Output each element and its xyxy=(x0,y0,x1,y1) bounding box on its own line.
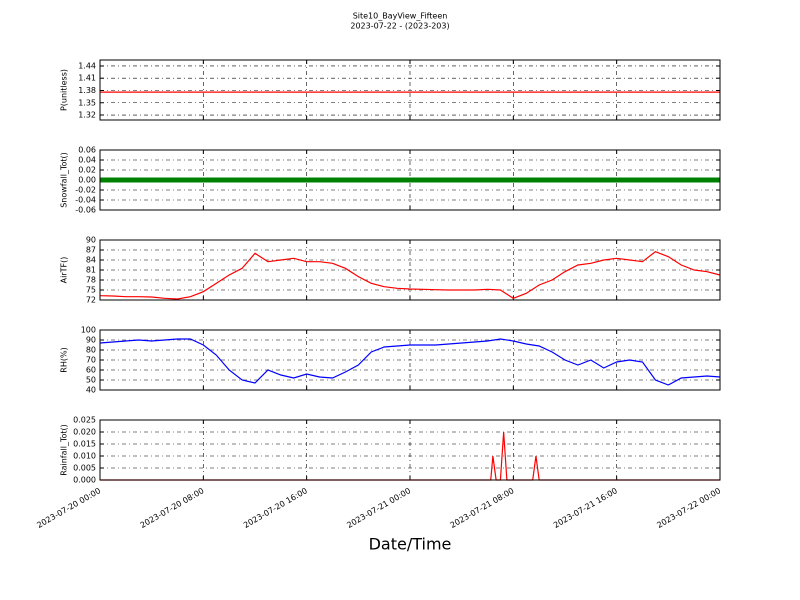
y-tick-label: -0.06 xyxy=(75,206,96,215)
y-tick-label: -0.02 xyxy=(75,186,96,195)
y-tick-label: 0.005 xyxy=(73,464,96,473)
y-tick-label: 78 xyxy=(86,276,96,285)
y-tick-label: 1.44 xyxy=(78,61,96,70)
y-axis-label: RH(%) xyxy=(60,347,69,372)
y-tick-label: 0.000 xyxy=(73,476,96,485)
y-tick-label: 90 xyxy=(86,336,96,345)
y-tick-label: 40 xyxy=(86,386,96,395)
y-tick-label: 1.35 xyxy=(78,98,96,107)
y-tick-label: 0.04 xyxy=(78,156,96,165)
y-tick-label: 75 xyxy=(86,286,96,295)
y-tick-label: 87 xyxy=(86,246,96,255)
y-tick-label: 1.41 xyxy=(78,74,96,83)
y-tick-label: 0.06 xyxy=(78,146,96,155)
y-tick-label: 81 xyxy=(86,266,96,275)
y-tick-label: 90 xyxy=(86,236,96,245)
y-tick-label: 0.025 xyxy=(73,416,96,425)
y-axis-label: AirTF() xyxy=(60,257,69,284)
y-axis-label: P(unitless) xyxy=(60,69,69,111)
chart-title: Site10_BayView_Fifteen xyxy=(353,12,448,21)
axes-frame xyxy=(99,149,721,211)
y-tick-label: 60 xyxy=(86,366,96,375)
axes-frame xyxy=(99,329,721,391)
y-tick-label: 0.00 xyxy=(78,176,96,185)
y-tick-label: 84 xyxy=(86,256,96,265)
y-axis-label: Snowfall_Tot() xyxy=(60,152,69,208)
y-tick-label: 0.015 xyxy=(73,440,96,449)
y-tick-label: 50 xyxy=(86,376,96,385)
x-axis-label: Date/Time xyxy=(369,535,452,554)
y-tick-label: 70 xyxy=(86,356,96,365)
axes-frame xyxy=(99,419,721,481)
y-tick-label: 0.020 xyxy=(73,428,96,437)
data-line xyxy=(100,431,720,481)
y-tick-label: 0.010 xyxy=(73,452,96,461)
data-line xyxy=(99,250,721,300)
y-tick-label: 100 xyxy=(81,326,96,335)
y-tick-label: -0.04 xyxy=(75,196,96,205)
y-tick-label: 72 xyxy=(86,296,96,305)
y-axis-label: Rainfall_Tot() xyxy=(60,424,69,476)
chart-subtitle: 2023-07-22 - (2023-203) xyxy=(350,22,449,31)
data-line xyxy=(99,338,721,386)
y-tick-label: 1.32 xyxy=(78,111,96,120)
y-tick-label: 1.38 xyxy=(78,86,96,95)
axes-frame xyxy=(99,59,721,121)
y-tick-label: 0.02 xyxy=(78,166,96,175)
y-tick-label: 80 xyxy=(86,346,96,355)
axes-frame xyxy=(99,239,721,301)
